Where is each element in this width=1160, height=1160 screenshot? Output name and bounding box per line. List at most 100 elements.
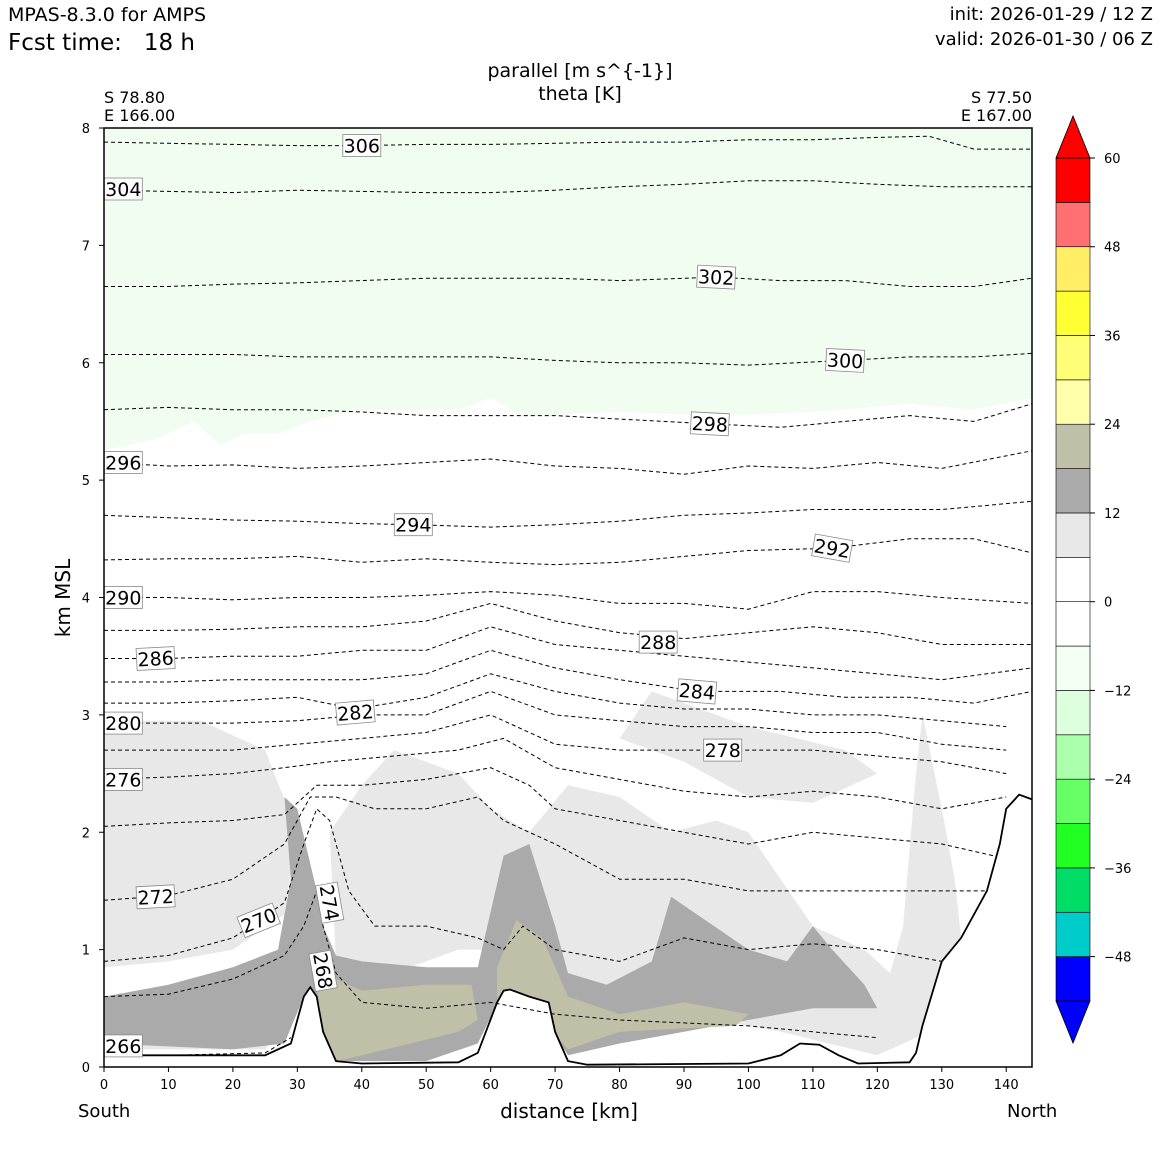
x-tick-label: 20 <box>225 1078 242 1093</box>
theta-contour-288 <box>104 602 1032 645</box>
wind-fill-1 <box>104 720 298 968</box>
wind-fill-5 <box>104 797 878 1062</box>
forecast-time: Fcst time: 18 h <box>8 30 195 56</box>
theta-contour-298 <box>104 403 1032 428</box>
theta-label-box <box>135 884 176 910</box>
valid-time: valid: 2026-01-30 / 06 Z <box>935 29 1153 50</box>
theta-label-268: 268 <box>308 949 338 992</box>
colorbar: 60 48 36 24 12 0 −12 −24 −36 −48 <box>1055 114 1131 1045</box>
theta-label-text: 286 <box>137 648 174 672</box>
theta-label-284: 284 <box>676 678 718 705</box>
colorbar-tick-label: 0 <box>1104 596 1112 611</box>
colorbar-segment <box>1055 645 1091 691</box>
init-time: init: 2026-01-29 / 12 Z <box>949 4 1153 25</box>
colorbar-segment <box>1055 601 1091 647</box>
theta-label-text: 288 <box>640 632 676 654</box>
theta-contour-304 <box>104 180 1032 194</box>
x-tick-label: 110 <box>800 1078 825 1093</box>
theta-label-box <box>315 881 345 924</box>
theta-label-272: 272 <box>135 884 176 910</box>
y-tick-label: 4 <box>82 592 90 607</box>
theta-label-298: 298 <box>689 411 730 437</box>
theta-label-text: 304 <box>105 179 141 201</box>
colorbar-extend-min <box>1055 1000 1091 1045</box>
theta-label-text: 266 <box>105 1036 141 1058</box>
y-tick-label: 3 <box>82 709 90 724</box>
theta-contour-276 <box>104 737 1007 810</box>
theta-label-text: 282 <box>336 701 374 726</box>
colorbar-segment <box>1055 734 1091 780</box>
theta-label-294: 294 <box>393 513 433 537</box>
theta-label-text: 284 <box>678 680 716 705</box>
x-tick-label: 130 <box>929 1078 954 1093</box>
theta-label-box <box>696 264 737 290</box>
colorbar-segment <box>1055 246 1091 292</box>
theta-label-text: 306 <box>344 136 380 158</box>
theta-label-296: 296 <box>103 451 143 475</box>
colorbar-tick-label: 24 <box>1104 418 1121 433</box>
x-axis-ticks: 0 10 20 30 40 50 60 70 80 90 100 110 120 130 140 <box>100 1067 1019 1093</box>
theta-label-text: 302 <box>697 266 734 290</box>
x-tick-label: 80 <box>611 1078 628 1093</box>
terrain-layer <box>104 793 1033 1067</box>
colorbar-extend-max <box>1055 114 1091 159</box>
y-tick-label: 8 <box>82 122 90 137</box>
left-endpoint-coords: S 78.80 E 166.00 <box>104 89 175 125</box>
theta-contour-286 <box>104 626 1032 681</box>
theta-label-286: 286 <box>135 646 176 672</box>
theta-label-box <box>334 699 376 726</box>
theta-label-text: 296 <box>105 453 141 475</box>
theta-label-box <box>308 949 338 992</box>
x-tick-label: 50 <box>418 1078 435 1093</box>
colorbar-tick-label: −24 <box>1104 773 1131 788</box>
x-tick-label: 0 <box>100 1078 108 1093</box>
colorbar-segment <box>1055 911 1091 957</box>
theta-contour-302 <box>104 276 1032 287</box>
theta-label-box <box>135 646 176 671</box>
colorbar-segment <box>1055 202 1091 248</box>
forecast-time-label: Fcst time: <box>8 30 122 56</box>
theta-label-text: 300 <box>826 349 863 373</box>
y-tick-label: 1 <box>82 944 90 959</box>
wind-fill-0 <box>104 128 1032 451</box>
theta-contour-274 <box>104 767 994 857</box>
theta-contour-278 <box>104 714 1007 775</box>
x-tick-label: 90 <box>676 1078 693 1093</box>
y-tick-label: 6 <box>82 357 90 372</box>
theta-label-292: 292 <box>811 533 854 563</box>
theta-contour-292 <box>104 538 1032 566</box>
y-axis-ticks: 0 1 2 3 4 5 6 7 8 <box>82 122 104 1076</box>
x-axis-label: distance [km] <box>500 1099 638 1123</box>
colorbar-segment <box>1055 157 1091 203</box>
theta-label-box <box>676 678 718 705</box>
x-tick-label: 140 <box>994 1078 1019 1093</box>
colorbar-segment <box>1055 823 1091 869</box>
y-tick-label: 0 <box>82 1061 90 1076</box>
theta-label-278: 278 <box>703 738 743 762</box>
colorbar-segment <box>1055 290 1091 336</box>
theta-label-box <box>393 513 433 537</box>
theta-label-box <box>236 902 281 939</box>
model-title: MPAS-8.3.0 for AMPS <box>8 4 207 26</box>
colorbar-segment <box>1055 468 1091 514</box>
theta-label-text: 280 <box>105 713 141 735</box>
x-tick-label: 100 <box>736 1078 761 1093</box>
theta-label-box <box>342 134 382 158</box>
terrain-mask <box>104 794 1032 1067</box>
x-tick-label: 70 <box>547 1078 564 1093</box>
left-endpoint-lon: E 166.00 <box>104 106 176 125</box>
theta-label-box <box>703 738 743 762</box>
y-tick-label: 2 <box>82 826 90 841</box>
theta-label-282: 282 <box>334 699 376 726</box>
colorbar-tick-label: 12 <box>1104 507 1121 522</box>
right-endpoint-lat: S 77.50 <box>970 88 1032 107</box>
colorbar-tick-label: −12 <box>1104 684 1131 699</box>
theta-label-300: 300 <box>825 348 866 373</box>
theta-contour-266 <box>104 1037 292 1056</box>
theta-label-302: 302 <box>696 264 737 290</box>
left-endpoint-lat: S 78.80 <box>104 88 166 107</box>
x-tick-label: 60 <box>482 1078 499 1093</box>
colorbar-segment <box>1055 956 1091 1002</box>
